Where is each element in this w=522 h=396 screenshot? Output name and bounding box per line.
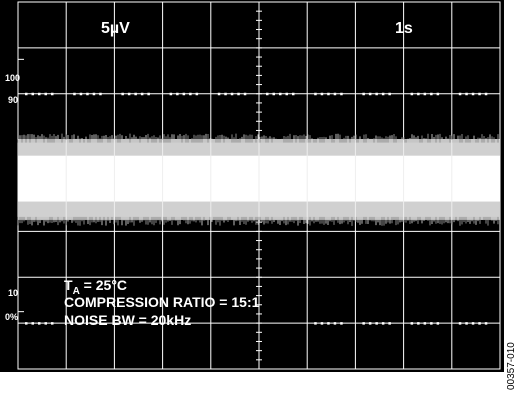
vertical-scale-label: 5µV <box>101 20 130 37</box>
ref-dot <box>423 322 427 325</box>
ref-dot <box>86 92 89 96</box>
ref-dot <box>25 322 28 325</box>
ref-dot <box>121 92 124 96</box>
time-scale-label: 1s <box>395 20 413 37</box>
ref-dot <box>458 322 462 325</box>
ref-dot <box>92 92 96 96</box>
ref-dot <box>436 92 440 96</box>
ref-dot <box>189 92 192 96</box>
ref-dot <box>25 92 28 96</box>
temperature-symbol: T <box>64 277 73 293</box>
ref-dot <box>465 322 468 325</box>
ref-dot <box>272 92 275 96</box>
ref-dot <box>38 92 41 96</box>
mark-100: 100 <box>5 73 20 83</box>
ref-dot <box>237 92 240 96</box>
ref-dot <box>31 92 34 96</box>
left-marks: 100 90 10 0% <box>5 73 20 322</box>
annotation-noise-bandwidth: NOISE BW = 20kHz <box>64 312 191 328</box>
reference-dots <box>25 92 488 325</box>
ref-dot <box>320 322 324 325</box>
ref-dot <box>362 322 365 325</box>
ref-dot <box>99 92 102 96</box>
ref-dot <box>292 92 295 96</box>
ref-dot <box>169 92 173 96</box>
ref-dot <box>285 92 288 96</box>
ref-dot <box>430 322 433 325</box>
ref-dot <box>224 92 227 96</box>
ref-dot <box>478 322 481 325</box>
ref-dot <box>410 92 414 96</box>
ref-dot <box>217 92 221 96</box>
ref-dot <box>266 92 269 96</box>
ref-dot <box>375 322 378 325</box>
ref-dot <box>458 92 462 96</box>
temperature-subscript: A <box>73 286 80 297</box>
ref-dot <box>182 92 186 96</box>
ref-dot <box>478 92 481 96</box>
ref-dot <box>388 92 391 96</box>
ref-dot <box>484 322 488 325</box>
ref-dot <box>423 92 427 96</box>
ref-dot <box>327 92 330 96</box>
mark-10: 10 <box>8 288 18 298</box>
ref-dot <box>410 322 414 325</box>
figure-id: 00357-010 <box>504 312 522 396</box>
ref-dot <box>79 92 83 96</box>
ref-dot <box>38 322 41 325</box>
ref-dot <box>176 92 179 96</box>
ref-dot <box>51 322 54 325</box>
annotation-block: TA = 25°C COMPRESSION RATIO = 15:1 NOISE… <box>64 277 260 328</box>
ref-dot <box>436 322 440 325</box>
ref-dot <box>430 92 433 96</box>
ref-dot <box>381 92 385 96</box>
ref-dot <box>362 92 365 96</box>
ref-dot <box>243 92 247 96</box>
ref-dot <box>279 92 282 96</box>
ref-dot <box>44 92 47 96</box>
ref-dot <box>368 322 372 325</box>
temperature-value: = 25°C <box>80 277 127 293</box>
ref-dot <box>465 92 468 96</box>
ref-dot <box>340 92 343 96</box>
noise-trace <box>17 133 500 226</box>
ref-dot <box>417 92 420 96</box>
ref-dot <box>140 92 144 96</box>
ref-dot <box>73 92 76 96</box>
ref-dot <box>381 322 385 325</box>
ref-dot <box>195 92 199 96</box>
ref-dot <box>471 322 475 325</box>
ref-dot <box>31 322 34 325</box>
ref-dot <box>471 92 475 96</box>
oscilloscope-screen: 100 90 10 0% 5µV 1s TA = 25°C COMPRESSIO… <box>0 0 504 372</box>
ref-dot <box>314 92 317 96</box>
ref-dot <box>388 322 391 325</box>
ref-dot <box>127 92 131 96</box>
ref-dot <box>51 92 54 96</box>
ref-dot <box>333 92 337 96</box>
ref-dot <box>375 92 378 96</box>
mark-0: 0% <box>5 312 18 322</box>
ref-dot <box>368 92 372 96</box>
figure-id-text: 00357-010 <box>506 342 517 390</box>
ref-dot <box>134 92 137 96</box>
ref-dot <box>44 322 47 325</box>
annotation-temperature: TA = 25°C <box>64 277 127 297</box>
ref-dot <box>314 322 317 325</box>
ref-dot <box>230 92 234 96</box>
ref-dot <box>417 322 420 325</box>
ref-dot <box>484 92 488 96</box>
ref-dot <box>340 322 343 325</box>
ref-dot <box>147 92 150 96</box>
mark-90: 90 <box>8 95 18 105</box>
annotation-compression-ratio: COMPRESSION RATIO = 15:1 <box>64 294 260 310</box>
ref-dot <box>320 92 324 96</box>
ref-dot <box>327 322 330 325</box>
ref-dot <box>333 322 337 325</box>
